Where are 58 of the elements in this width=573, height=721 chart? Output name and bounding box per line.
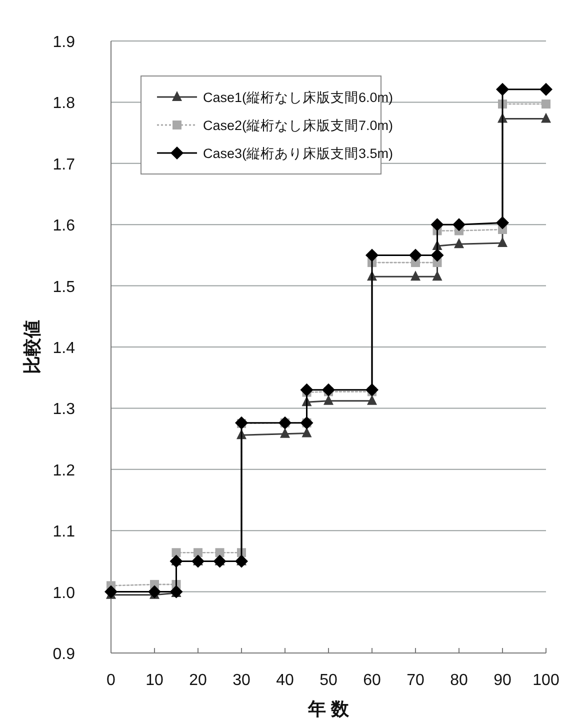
x-tick-label: 80 <box>450 672 468 689</box>
y-tick-label: 1.7 <box>52 156 76 174</box>
x-tick-label: 10 <box>146 672 164 689</box>
x-tick-label: 70 <box>406 672 424 689</box>
point <box>409 248 422 262</box>
y-tick-label: 1.5 <box>52 278 76 296</box>
point <box>454 238 464 248</box>
point <box>104 585 118 598</box>
y-tick-label: 1.6 <box>52 218 76 235</box>
x-tick-label: 50 <box>320 672 338 689</box>
point <box>496 216 509 230</box>
y-tick-label: 1.0 <box>52 584 76 602</box>
point <box>496 82 509 96</box>
point <box>430 218 444 232</box>
point <box>170 554 183 568</box>
point <box>498 236 508 247</box>
y-tick-label: 1.3 <box>52 401 76 418</box>
point <box>235 554 248 568</box>
y-tick-label: 1.1 <box>52 524 76 541</box>
point <box>410 270 420 281</box>
x-tick-label: 40 <box>276 672 294 689</box>
point <box>148 585 161 598</box>
y-tick-label: 1.9 <box>52 34 76 51</box>
point <box>215 548 224 558</box>
legend-label: Case1(縦桁なし床版支間6.0m) <box>203 90 394 105</box>
point <box>367 394 377 405</box>
y-tick-label: 1.2 <box>52 462 76 480</box>
point <box>452 218 466 232</box>
point <box>213 554 226 568</box>
y-axis-title: 比較値 <box>22 320 42 374</box>
point <box>235 416 248 430</box>
y-tick-label: 1.8 <box>52 95 76 112</box>
x-axis-title: 年 数 <box>306 699 350 719</box>
x-tick-label: 30 <box>232 672 250 689</box>
point <box>194 548 202 558</box>
point <box>322 383 335 396</box>
x-tick-label: 20 <box>189 672 207 689</box>
point <box>324 394 334 405</box>
point <box>430 248 444 262</box>
x-tick-label: 0 <box>106 672 116 689</box>
x-tick-label: 90 <box>494 672 512 689</box>
point <box>432 270 442 281</box>
point <box>366 383 378 396</box>
point <box>172 548 181 558</box>
point <box>280 428 290 438</box>
x-tick-label: 60 <box>363 672 381 689</box>
point <box>192 554 204 568</box>
point <box>542 100 550 109</box>
legend-label: Case2(縦桁なし床版支間7.0m) <box>203 118 394 133</box>
legend-label: Case3(縦桁あり床版支間3.5m) <box>203 146 394 161</box>
y-tick-label: 1.4 <box>52 340 76 357</box>
point <box>366 248 378 262</box>
point <box>541 112 551 123</box>
point <box>300 383 314 396</box>
point <box>540 82 552 96</box>
point <box>302 427 312 438</box>
x-tick-label: 100 <box>532 672 560 689</box>
y-tick-label: 0.9 <box>52 646 76 663</box>
